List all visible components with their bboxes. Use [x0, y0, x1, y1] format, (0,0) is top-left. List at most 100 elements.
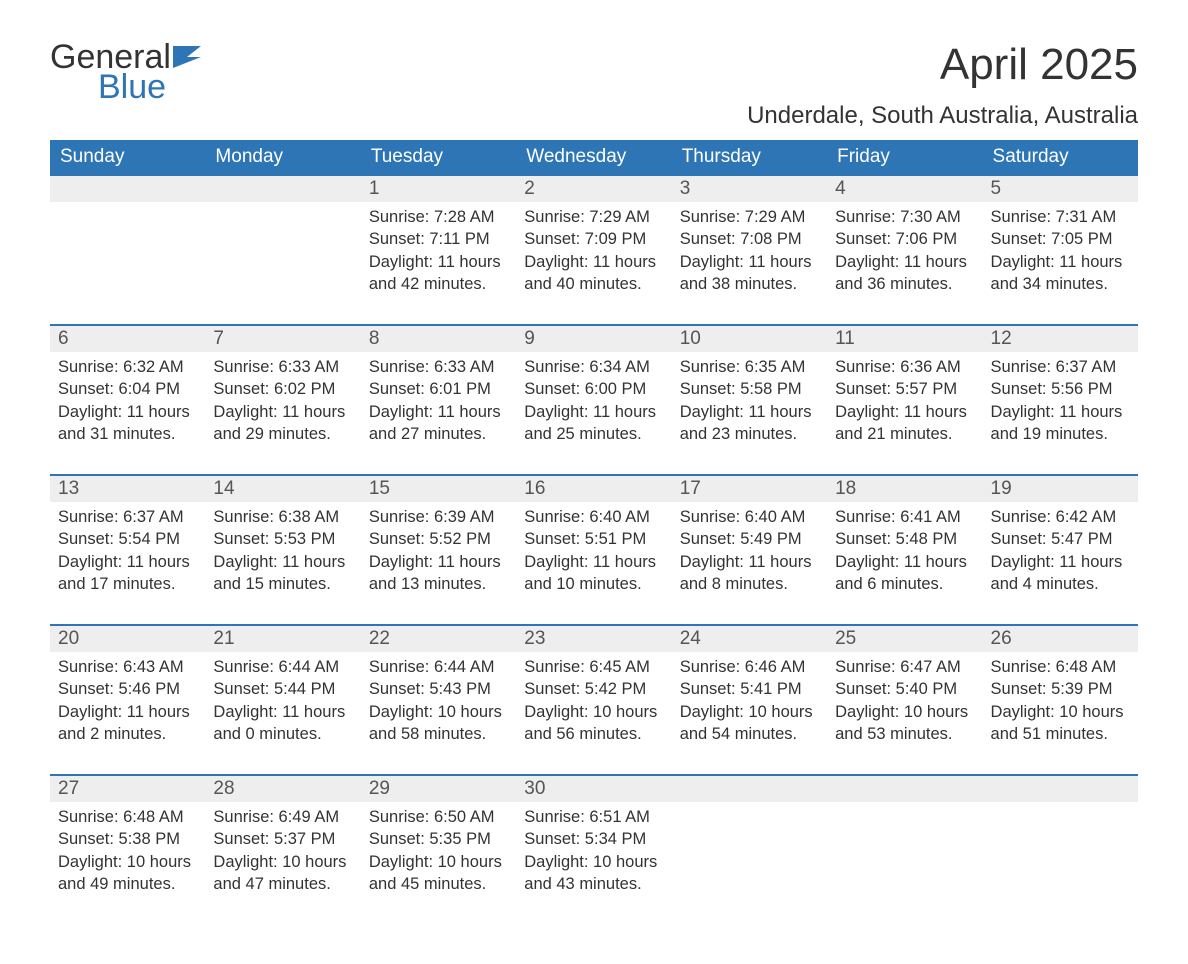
- calendar-day-cell: 14Sunrise: 6:38 AMSunset: 5:53 PMDayligh…: [205, 474, 360, 624]
- calendar-day-cell: 3Sunrise: 7:29 AMSunset: 7:08 PMDaylight…: [672, 174, 827, 324]
- calendar-day-cell: 16 Sunrise: 6:40 AMSunset: 5:51 PMDayligh…: [516, 474, 671, 624]
- day-details: Sunrise: 6:38 AMSunset: 5:53 PMDaylight:…: [205, 502, 360, 605]
- header: General Blue April 2025 Underdale, South…: [50, 40, 1138, 140]
- day-details: Sunrise: 7:28 AMSunset: 7:11 PMDaylight:…: [361, 202, 516, 305]
- daylight-line: Daylight: 10 hours and 56 minutes.: [524, 701, 663, 746]
- day-number: 18: [827, 474, 982, 502]
- sunrise-line: Sunrise: 6:48 AM: [58, 806, 197, 828]
- day-details: Sunrise: 6:33 AMSunset: 6:01 PMDaylight:…: [361, 352, 516, 455]
- day-number: 6: [50, 324, 205, 352]
- sunrise-line: Sunrise: 6:33 AM: [213, 356, 352, 378]
- day-number: 3: [672, 174, 827, 202]
- calendar-day-cell: 13Sunrise: 6:37 AMSunset: 5:54 PMDayligh…: [50, 474, 205, 624]
- sunrise-line: Sunrise: 7:31 AM: [991, 206, 1130, 228]
- daylight-line: Daylight: 11 hours and 34 minutes.: [991, 251, 1130, 296]
- day-number: 28: [205, 774, 360, 802]
- day-details: Sunrise: 6:36 AMSunset: 5:57 PMDaylight:…: [827, 352, 982, 455]
- daylight-line: Daylight: 10 hours and 49 minutes.: [58, 851, 197, 896]
- calendar-day-cell: 24Sunrise: 6:46 AMSunset: 5:41 PMDayligh…: [672, 624, 827, 774]
- daylight-line: Daylight: 11 hours and 31 minutes.: [58, 401, 197, 446]
- sunrise-line: Sunrise: 6:44 AM: [213, 656, 352, 678]
- day-details: Sunrise: 6:48 AMSunset: 5:38 PMDaylight:…: [50, 802, 205, 905]
- day-number: 24: [672, 624, 827, 652]
- day-number: 29: [361, 774, 516, 802]
- day-number: [983, 774, 1138, 802]
- sunset-line: Sunset: 5:43 PM: [369, 678, 508, 700]
- calendar-day-cell: 9Sunrise: 6:34 AMSunset: 6:00 PMDaylight…: [516, 324, 671, 474]
- day-details: Sunrise: 6:40 AMSunset: 5:49 PMDaylight:…: [672, 502, 827, 605]
- sunset-line: Sunset: 5:56 PM: [991, 378, 1130, 400]
- sunset-line: Sunset: 7:09 PM: [524, 228, 663, 250]
- sunset-line: Sunset: 5:51 PM: [524, 528, 663, 550]
- sunset-line: Sunset: 5:48 PM: [835, 528, 974, 550]
- sunset-line: Sunset: 5:39 PM: [991, 678, 1130, 700]
- sunrise-line: Sunrise: 6:40 AM: [524, 506, 663, 528]
- title-block: April 2025 Underdale, South Australia, A…: [747, 40, 1138, 140]
- day-number: 27: [50, 774, 205, 802]
- day-number: 23: [516, 624, 671, 652]
- sunset-line: Sunset: 6:00 PM: [524, 378, 663, 400]
- sunset-line: Sunset: 5:42 PM: [524, 678, 663, 700]
- calendar-week-row: 6Sunrise: 6:32 AMSunset: 6:04 PMDaylight…: [50, 324, 1138, 474]
- day-number: 30: [516, 774, 671, 802]
- daylight-line: Daylight: 11 hours and 10 minutes.: [524, 551, 663, 596]
- calendar-table: SundayMondayTuesdayWednesdayThursdayFrid…: [50, 140, 1138, 924]
- sunrise-line: Sunrise: 6:37 AM: [58, 506, 197, 528]
- sunrise-line: Sunrise: 6:44 AM: [369, 656, 508, 678]
- sunset-line: Sunset: 6:02 PM: [213, 378, 352, 400]
- day-number: 19: [983, 474, 1138, 502]
- day-number: 26: [983, 624, 1138, 652]
- day-number: 20: [50, 624, 205, 652]
- daylight-line: Daylight: 11 hours and 13 minutes.: [369, 551, 508, 596]
- sunset-line: Sunset: 5:34 PM: [524, 828, 663, 850]
- day-number: 4: [827, 174, 982, 202]
- sunrise-line: Sunrise: 6:51 AM: [524, 806, 663, 828]
- calendar-day-cell: 28Sunrise: 6:49 AMSunset: 5:37 PMDayligh…: [205, 774, 360, 924]
- day-number: 13: [50, 474, 205, 502]
- weekday-header-row: SundayMondayTuesdayWednesdayThursdayFrid…: [50, 140, 1138, 174]
- sunrise-line: Sunrise: 7:28 AM: [369, 206, 508, 228]
- calendar-day-cell: 20Sunrise: 6:43 AMSunset: 5:46 PMDayligh…: [50, 624, 205, 774]
- calendar-day-cell: 10Sunrise: 6:35 AMSunset: 5:58 PMDayligh…: [672, 324, 827, 474]
- calendar-day-cell: 4Sunrise: 7:30 AMSunset: 7:06 PMDaylight…: [827, 174, 982, 324]
- day-details: Sunrise: 6:42 AMSunset: 5:47 PMDaylight:…: [983, 502, 1138, 605]
- sunset-line: Sunset: 7:05 PM: [991, 228, 1130, 250]
- sunset-line: Sunset: 5:37 PM: [213, 828, 352, 850]
- sunset-line: Sunset: 7:08 PM: [680, 228, 819, 250]
- day-details: Sunrise: 6:48 AMSunset: 5:39 PMDaylight:…: [983, 652, 1138, 755]
- day-number: 9: [516, 324, 671, 352]
- daylight-line: Daylight: 11 hours and 8 minutes.: [680, 551, 819, 596]
- day-number: 16: [516, 474, 671, 502]
- sunrise-line: Sunrise: 6:38 AM: [213, 506, 352, 528]
- sunset-line: Sunset: 5:44 PM: [213, 678, 352, 700]
- calendar-day-cell: [983, 774, 1138, 924]
- day-details: Sunrise: 6:33 AMSunset: 6:02 PMDaylight:…: [205, 352, 360, 455]
- weekday-header: Friday: [827, 140, 982, 174]
- weekday-header: Saturday: [983, 140, 1138, 174]
- day-details: Sunrise: 6:37 AMSunset: 5:56 PMDaylight:…: [983, 352, 1138, 455]
- calendar-day-cell: 15Sunrise: 6:39 AMSunset: 5:52 PMDayligh…: [361, 474, 516, 624]
- sunrise-line: Sunrise: 6:47 AM: [835, 656, 974, 678]
- daylight-line: Daylight: 11 hours and 21 minutes.: [835, 401, 974, 446]
- calendar-body: 1Sunrise: 7:28 AMSunset: 7:11 PMDaylight…: [50, 174, 1138, 924]
- sunset-line: Sunset: 7:06 PM: [835, 228, 974, 250]
- day-details: Sunrise: 7:30 AMSunset: 7:06 PMDaylight:…: [827, 202, 982, 305]
- daylight-line: Daylight: 11 hours and 6 minutes.: [835, 551, 974, 596]
- daylight-line: Daylight: 11 hours and 25 minutes.: [524, 401, 663, 446]
- daylight-line: Daylight: 10 hours and 53 minutes.: [835, 701, 974, 746]
- calendar-day-cell: [50, 174, 205, 324]
- sunrise-line: Sunrise: 7:30 AM: [835, 206, 974, 228]
- calendar-day-cell: 8Sunrise: 6:33 AMSunset: 6:01 PMDaylight…: [361, 324, 516, 474]
- day-number: 17: [672, 474, 827, 502]
- day-details: Sunrise: 6:43 AMSunset: 5:46 PMDaylight:…: [50, 652, 205, 755]
- location-subtitle: Underdale, South Australia, Australia: [747, 102, 1138, 130]
- sunset-line: Sunset: 5:38 PM: [58, 828, 197, 850]
- daylight-line: Daylight: 11 hours and 27 minutes.: [369, 401, 508, 446]
- sunrise-line: Sunrise: 6:41 AM: [835, 506, 974, 528]
- daylight-line: Daylight: 10 hours and 47 minutes.: [213, 851, 352, 896]
- calendar-day-cell: 29Sunrise: 6:50 AMSunset: 5:35 PMDayligh…: [361, 774, 516, 924]
- sunset-line: Sunset: 5:46 PM: [58, 678, 197, 700]
- day-details: Sunrise: 6:35 AMSunset: 5:58 PMDaylight:…: [672, 352, 827, 455]
- calendar-day-cell: 25Sunrise: 6:47 AMSunset: 5:40 PMDayligh…: [827, 624, 982, 774]
- calendar-day-cell: 22Sunrise: 6:44 AMSunset: 5:43 PMDayligh…: [361, 624, 516, 774]
